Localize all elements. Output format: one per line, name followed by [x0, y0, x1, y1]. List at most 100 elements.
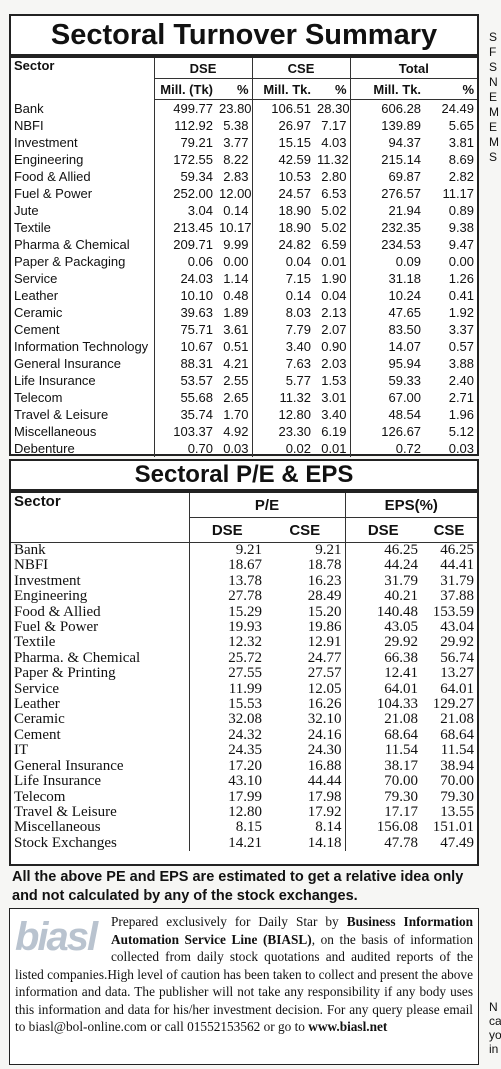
value-cell: 153.59 [432, 603, 474, 620]
value-cell: 12.05 [307, 680, 342, 697]
sector-cell: Stock Exchanges [14, 834, 117, 851]
value-cell: 8.22 [223, 152, 249, 167]
table-row: NBFI 112.92 5.38 26.97 7.17 139.89 5.65 [11, 117, 477, 134]
side-fragment: E [489, 120, 498, 134]
value-cell: 1.70 [223, 407, 249, 422]
header-cell: Sector [11, 58, 155, 100]
value-cell: 10.53 [251, 168, 315, 185]
value-cell: 0.14 [223, 203, 249, 218]
header-cell: P/E [188, 493, 345, 518]
value-cell: 0.57 [448, 339, 475, 354]
value-cell: 39.63 [153, 304, 216, 321]
value-cell: 79.30 [344, 789, 421, 805]
value-cell: 10.10 [153, 287, 216, 304]
disclaimer-text: , on the basis of information collected … [15, 931, 473, 1035]
value-cell: 28.30 [317, 101, 350, 116]
value-cell: 24.16 [307, 726, 342, 743]
value-cell: 1.89 [223, 305, 249, 320]
value-cell: 139.89 [349, 117, 425, 134]
sector-cell: NBFI [14, 557, 49, 574]
value-cell: 17.20 [188, 758, 265, 775]
sector-cell: Paper & Printing [14, 665, 116, 682]
table-row: Debenture 0.70 0.03 0.02 0.01 0.72 0.03 [11, 440, 477, 457]
value-cell: 43.04 [440, 619, 474, 636]
header-cell: DSE [153, 58, 253, 79]
table-row: Information Technology 10.67 0.51 3.40 0.90 1… [11, 338, 477, 355]
sector-cell: Life Insurance [14, 373, 96, 388]
sector-cell: Engineering [14, 152, 84, 167]
value-cell: 7.17 [321, 118, 347, 133]
value-cell: 15.20 [307, 603, 342, 620]
value-cell: 29.92 [344, 635, 421, 651]
header-cell: Sector [11, 493, 190, 543]
table-row: Bank 499.77 23.80 106.51 28.30 606.28 24.49 [11, 99, 477, 117]
table-row: Miscellaneous 8.15 8.14 156.08 151.01 [11, 819, 477, 836]
value-cell: 2.13 [321, 305, 347, 320]
value-cell: 69.87 [349, 168, 425, 185]
value-cell: 31.18 [349, 270, 425, 287]
value-cell: 46.25 [440, 542, 474, 558]
sector-cell: Pharma. & Chemical [14, 649, 141, 666]
table-row: Engineering 172.55 8.22 42.59 11.32 215.14 8.6… [11, 151, 477, 168]
disclaimer-text: Prepared exclusively for Daily Star by [111, 914, 347, 929]
sector-cell: Textile [14, 220, 51, 235]
value-cell: 0.00 [448, 254, 475, 269]
value-cell: 12.41 [344, 665, 421, 682]
value-cell: 83.50 [349, 321, 425, 338]
value-cell: 5.77 [251, 372, 315, 389]
value-cell: 156.08 [344, 819, 421, 836]
table-row: Stock Exchanges 14.21 14.18 47.78 47.49 [11, 834, 477, 852]
value-cell: 18.67 [188, 557, 265, 574]
table-row: Food & Allied 59.34 2.83 10.53 2.80 69.87 2.82 [11, 168, 477, 185]
value-cell: 2.65 [223, 390, 249, 405]
value-cell: 31.79 [440, 572, 474, 589]
sector-cell: Travel & Leisure [14, 407, 109, 422]
value-cell: 126.67 [349, 423, 425, 440]
side-fragment: E [489, 90, 498, 104]
sector-cell: Ceramic [14, 711, 65, 728]
value-cell: 17.17 [344, 804, 421, 821]
estimate-note: All the above PE and EPS are estimated t… [12, 869, 464, 904]
side-fragment: S [489, 150, 498, 164]
value-cell: 3.40 [251, 338, 315, 355]
table-row: Jute 3.04 0.14 18.90 5.02 21.94 0.89 [11, 202, 477, 219]
table-row: Cement 75.71 3.61 7.79 2.07 83.50 3.37 [11, 321, 477, 338]
value-cell: 88.31 [153, 355, 216, 372]
value-cell: 129.27 [432, 696, 474, 713]
value-cell: 0.51 [223, 339, 249, 354]
value-cell: 5.02 [321, 220, 347, 235]
value-cell: 37.88 [440, 588, 474, 605]
value-cell: 24.35 [188, 742, 265, 759]
value-cell: 64.01 [344, 681, 421, 698]
value-cell: 27.55 [188, 665, 265, 682]
header-cell: Mill. Tk. [251, 78, 315, 100]
value-cell: 0.90 [321, 339, 347, 354]
value-cell: 32.08 [188, 712, 265, 728]
value-cell: 234.53 [349, 236, 425, 253]
value-cell: 3.01 [321, 390, 347, 405]
value-cell: 29.92 [440, 634, 474, 651]
value-cell: 43.05 [344, 619, 421, 636]
sector-cell: Cement [14, 726, 61, 743]
sector-cell: Service [14, 271, 58, 286]
value-cell: 16.88 [307, 757, 342, 774]
value-cell: 140.48 [344, 604, 421, 621]
value-cell: 18.90 [251, 202, 315, 219]
table-row: Paper & Printing 27.55 27.57 12.41 13.27 [11, 665, 477, 682]
value-cell: 4.21 [223, 356, 249, 371]
value-cell: 14.18 [307, 834, 342, 851]
header-cell: % [424, 78, 478, 100]
value-cell: 56.74 [440, 649, 474, 666]
disclaimer: biasl Prepared exclusively for Daily Sta… [9, 908, 479, 1065]
disclaimer-company: Business Information Automation Service … [111, 914, 473, 947]
value-cell: 44.44 [307, 773, 342, 790]
value-cell: 68.64 [344, 727, 421, 744]
header-cell: EPS(%) [344, 493, 477, 518]
value-cell: 2.40 [448, 373, 475, 388]
sector-cell: Fuel & Power [14, 186, 93, 201]
value-cell: 11.99 [188, 681, 265, 698]
value-cell: 94.37 [349, 134, 425, 151]
value-cell: 66.38 [344, 650, 421, 667]
value-cell: 38.17 [344, 758, 421, 775]
value-cell: 24.57 [251, 185, 315, 202]
